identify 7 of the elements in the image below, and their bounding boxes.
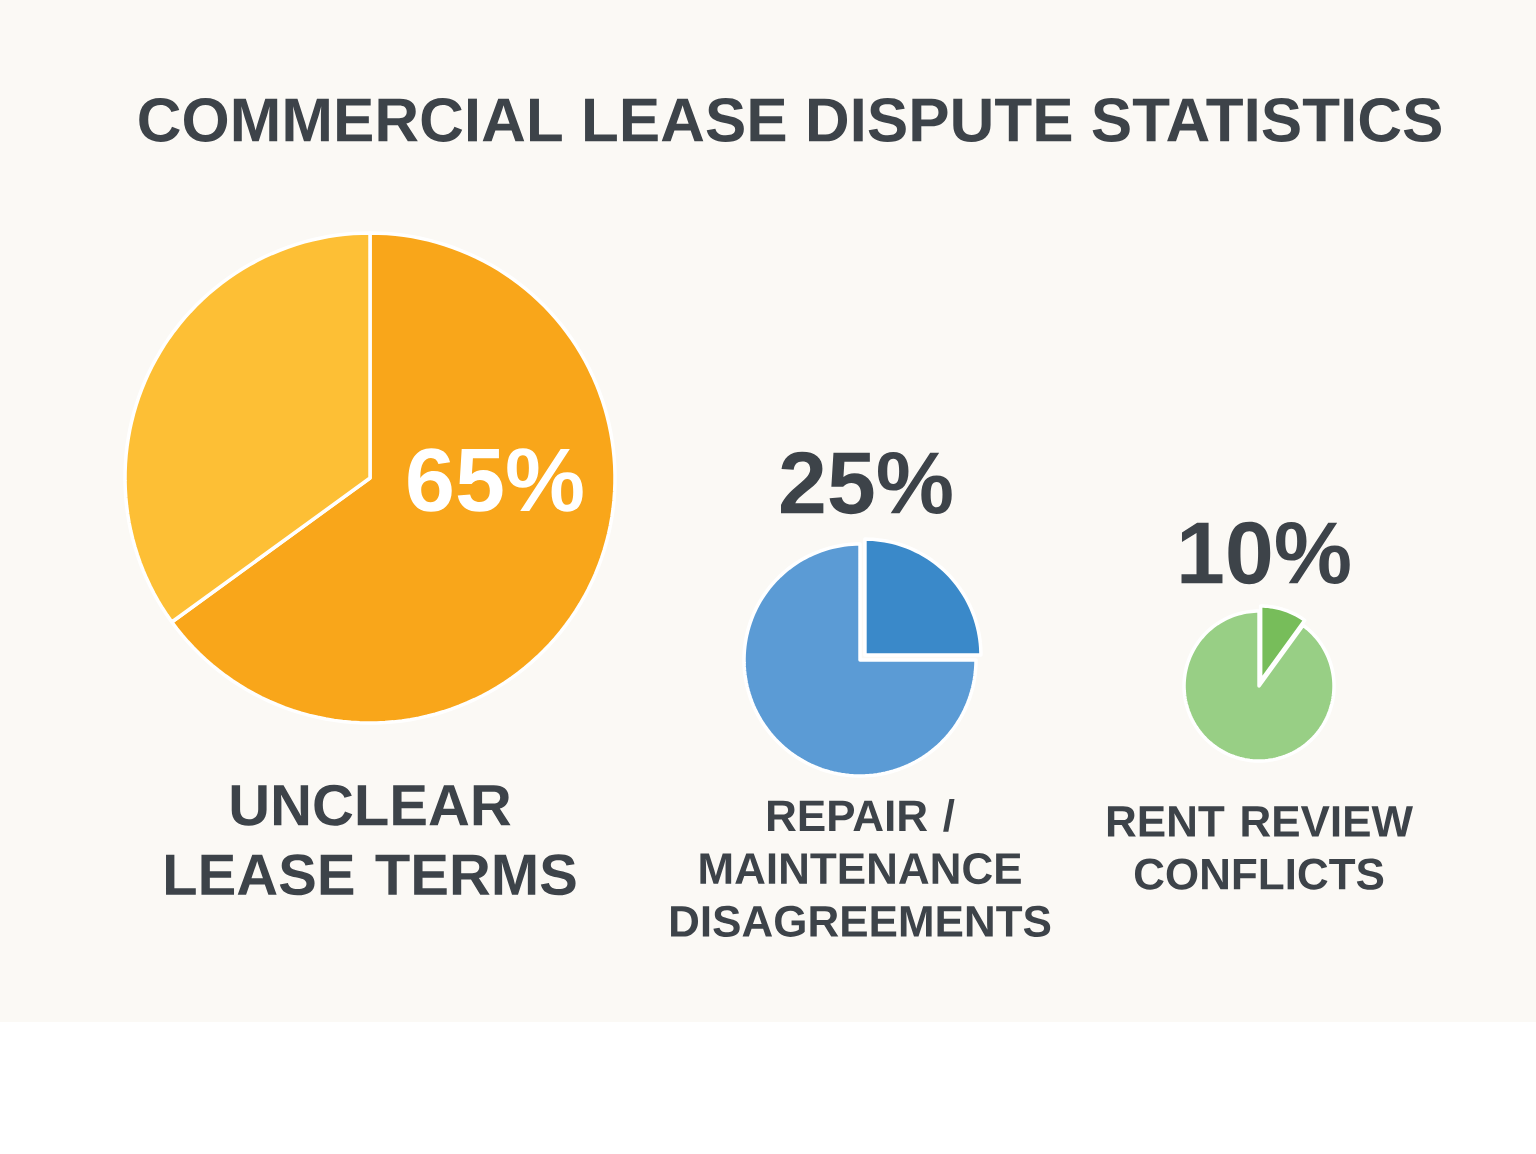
data-label: 65% <box>408 448 583 512</box>
text: RENT REVIEW CONFLICTS <box>1107 806 1413 890</box>
data-label: 10% <box>1181 521 1350 585</box>
data-label: 25% <box>781 451 952 515</box>
text: UNCLEAR LEASE TERMS <box>166 784 576 896</box>
text: REPAIR / MAINTENANCE DISAGREEMENTS <box>671 799 1051 937</box>
text: COMMERCIAL LEASE DISPUTE STATISTICS <box>139 98 1441 142</box>
